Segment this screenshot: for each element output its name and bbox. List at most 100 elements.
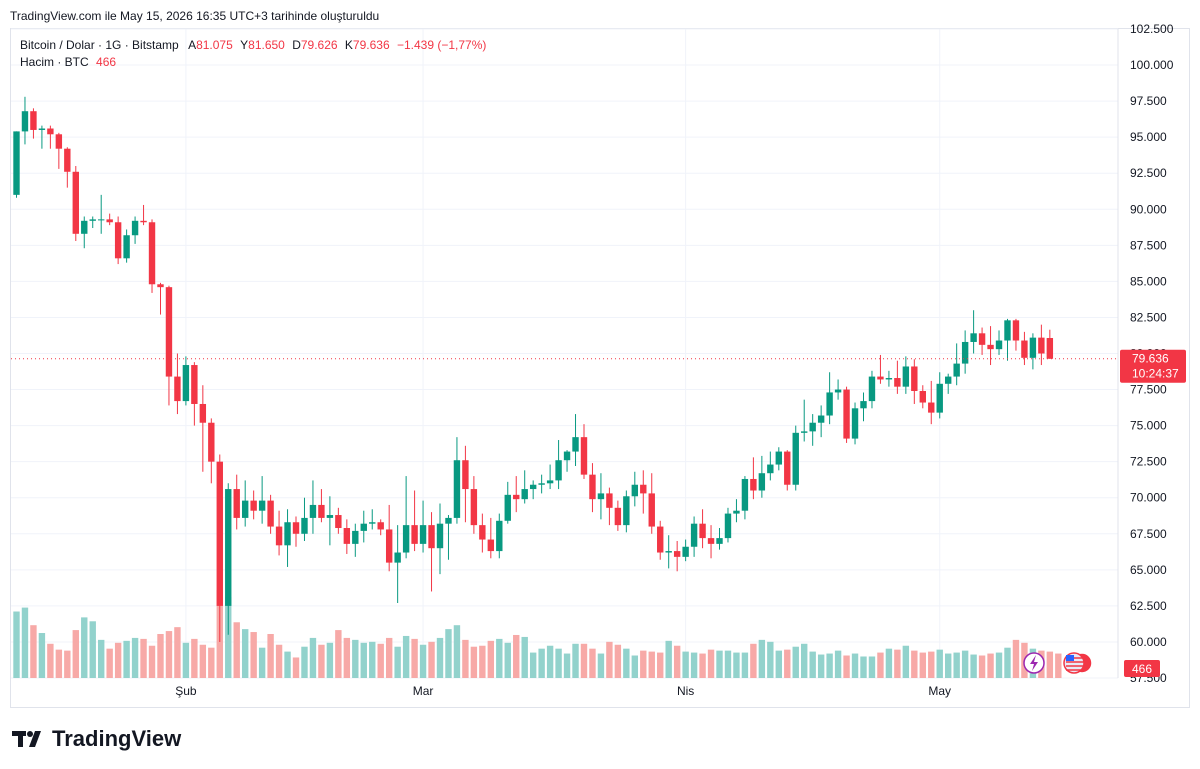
volume-bar [538, 648, 545, 678]
candle-body [699, 523, 706, 539]
volume-bar [877, 652, 884, 678]
volume-bar [487, 640, 495, 678]
candle-body [436, 523, 444, 549]
volume-bar [106, 648, 113, 678]
volume-bar [81, 617, 88, 678]
candle-body [928, 402, 935, 413]
y-tick-label: 75.000 [1130, 419, 1167, 433]
volume-bar [868, 656, 876, 678]
candle-body [250, 500, 257, 511]
volume-bar [301, 646, 308, 678]
candle-body [902, 366, 910, 387]
volume-bar [89, 621, 96, 678]
candle-body [496, 520, 503, 552]
x-tick-label: Nis [677, 684, 694, 698]
volume-bar [292, 657, 300, 678]
volume-bar [123, 640, 130, 678]
volume-bar [817, 654, 825, 678]
high-value: 81.650 [248, 38, 285, 52]
volume-bar [631, 655, 639, 678]
volume-bar [699, 653, 706, 678]
candle-body [1004, 320, 1011, 341]
volume-bar [148, 645, 156, 678]
candle-body [877, 376, 884, 380]
volume-bar [369, 641, 376, 678]
candle-body [894, 378, 901, 387]
volume-bar [995, 652, 1003, 678]
volume-bar [834, 650, 842, 678]
volume-value: 466 [96, 55, 117, 69]
volume-bar [47, 643, 54, 678]
candle-body [817, 415, 825, 423]
volume-bar [428, 641, 435, 678]
volume-bar [335, 630, 342, 678]
candle-body [809, 422, 816, 432]
candle-body [860, 401, 867, 409]
volume-bar [521, 636, 528, 678]
volume-bar [182, 642, 190, 678]
candle-body [462, 460, 469, 490]
volume-bar [1046, 651, 1054, 678]
candle-body [191, 365, 198, 404]
volume-bar [13, 611, 20, 678]
volume-bar [945, 653, 952, 678]
candle-body [301, 517, 308, 534]
volume-bar [775, 650, 782, 678]
volume-bar [690, 652, 698, 678]
candle-body [157, 284, 164, 288]
y-tick-label: 70.000 [1130, 491, 1167, 505]
symbol-name: Bitcoin / Dolar · 1G · Bitstamp [20, 38, 179, 52]
candle-body [733, 510, 740, 514]
candle-body [640, 484, 647, 494]
symbol-legend: Bitcoin / Dolar · 1G · Bitstamp A81.075 … [20, 38, 486, 52]
candle-body [682, 546, 689, 557]
candle-body [851, 408, 859, 439]
volume-bar [208, 647, 215, 678]
candle-body [834, 389, 842, 393]
tradingview-logo-icon [12, 731, 41, 747]
y-tick-label: 100.000 [1130, 58, 1174, 72]
candle-body [741, 478, 749, 511]
volume-label: Hacim · BTC [20, 55, 89, 69]
candle-body [267, 500, 274, 527]
candle-body [343, 528, 351, 544]
candle-body [657, 526, 664, 553]
candle-body [131, 220, 139, 236]
change-value: −1.439 (−1,77%) [396, 38, 487, 52]
volume-bar [640, 650, 647, 678]
low-label: D [292, 38, 301, 52]
volume-bar [529, 652, 537, 678]
volume-bar [902, 645, 910, 678]
y-tick-label: 85.000 [1130, 274, 1167, 288]
candle-body [919, 390, 926, 403]
volume-bar [55, 649, 63, 678]
volume-bar [767, 641, 774, 678]
candle-body [597, 493, 605, 500]
candle-body [614, 507, 622, 526]
candle-body [758, 473, 766, 491]
y-tick-label: 87.500 [1130, 238, 1167, 252]
volume-bar [419, 644, 427, 678]
candle-body [38, 128, 46, 130]
y-tick-label: 72.500 [1130, 455, 1167, 469]
candle-body [978, 333, 986, 345]
volume-badge-value: 466 [1132, 662, 1152, 676]
candle-body [1038, 337, 1045, 354]
volume-bar [504, 642, 511, 678]
y-tick-label: 65.000 [1130, 563, 1167, 577]
candle-body [377, 522, 384, 530]
candle-body [970, 333, 977, 342]
candle-body [258, 500, 266, 511]
volume-bar [843, 655, 850, 678]
volume-bar [479, 645, 486, 678]
volume-bar [614, 644, 622, 678]
candle-body [580, 437, 588, 475]
candle-body [648, 493, 655, 527]
close-label: K [344, 38, 353, 52]
candle-body [801, 431, 808, 433]
x-tick-label: Şub [175, 684, 197, 698]
volume-bar [911, 650, 918, 678]
candle-body [284, 522, 291, 546]
candle-body [724, 513, 732, 539]
